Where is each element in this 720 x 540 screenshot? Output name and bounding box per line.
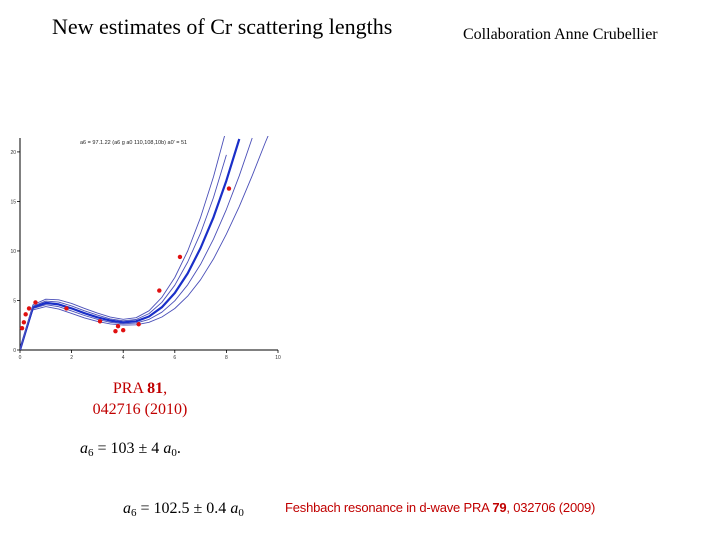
eq1-unit-sub: 0: [171, 447, 177, 459]
equation-a6-103: a6 = 103 ± 4 a0.: [80, 440, 181, 459]
data-point: [33, 300, 38, 305]
eq2-symbol: a: [123, 500, 131, 517]
y-tick-label: 10: [10, 249, 16, 255]
eq1-end: .: [176, 440, 181, 457]
collaboration-credit: Collaboration Anne Crubellier: [463, 26, 658, 43]
eq1-rest: = 103 ± 4: [93, 440, 164, 457]
eq2-unit-sub: 0: [238, 507, 244, 519]
data-points: [19, 186, 232, 334]
data-point: [19, 326, 25, 331]
y-tick-label: 15: [10, 199, 16, 205]
series-line-fit-upper-2: [20, 136, 225, 350]
series-line-fit-lower-2: [20, 136, 269, 350]
data-point: [115, 324, 121, 329]
scattering-plot: 0 2 4 6 8 10 0 5 10 15 20 a6 = 97.1.22 (a6 g a0 1…: [10, 136, 281, 361]
series-line-fit-lower-1: [20, 137, 253, 350]
x-tick-label: 2: [70, 355, 73, 361]
y-tick-label: 0: [13, 348, 16, 354]
fit-curves: [20, 136, 269, 350]
eq2-sub: 6: [131, 507, 137, 519]
data-point: [121, 327, 126, 333]
eq1-symbol: a: [80, 440, 88, 457]
x-ticks: 0 2 4 6 8 10: [19, 350, 281, 361]
data-point: [21, 320, 27, 325]
x-tick-label: 10: [275, 355, 281, 361]
slide-title: New estimates of Cr scattering lengths: [52, 14, 393, 39]
reference-pra-81: PRA 81, 042716 (2010): [88, 378, 192, 420]
data-point: [97, 319, 103, 324]
y-ticks: 0 5 10 15 20: [10, 150, 20, 354]
eq2-unit: a: [230, 500, 239, 517]
series-line-fit-best: [20, 138, 241, 350]
data-point: [23, 312, 28, 317]
eq2-rest: = 102.5 ± 0.4: [136, 500, 231, 517]
x-tick-label: 6: [173, 355, 176, 361]
equation-a6-102-5: a6 = 102.5 ± 0.4 a0: [123, 500, 244, 519]
ref1-volume: 81: [147, 380, 164, 397]
series-line-fit-upper-1: [20, 154, 227, 350]
data-point: [226, 186, 232, 191]
y-tick-label: 20: [10, 150, 16, 156]
ref1-line2: 042716 (2010): [92, 401, 188, 418]
fit-label: a6 = 97.1.22 (a6 g a0 110,108,10b) a0' =…: [80, 140, 187, 146]
x-tick-label: 8: [225, 355, 228, 361]
ref1-suffix: ,: [163, 380, 168, 397]
data-point: [177, 254, 183, 260]
data-point: [136, 322, 141, 327]
data-point: [64, 306, 69, 311]
data-point: [26, 306, 32, 311]
data-point: [113, 328, 118, 334]
x-tick-label: 4: [122, 355, 125, 361]
ref1-prefix: PRA: [112, 380, 148, 397]
data-point: [157, 288, 162, 293]
ref2-volume: 79: [492, 500, 507, 515]
y-tick-label: 5: [13, 298, 16, 304]
eq1-sub: 6: [88, 447, 94, 459]
ref2-suffix: , 032706 (2009): [506, 500, 596, 515]
eq1-unit: a: [163, 440, 172, 457]
ref2-text: Feshbach resonance in d-wave PRA: [285, 500, 493, 515]
x-tick-label: 0: [19, 355, 22, 361]
reference-feshbach: Feshbach resonance in d-wave PRA 79, 032…: [285, 500, 595, 515]
